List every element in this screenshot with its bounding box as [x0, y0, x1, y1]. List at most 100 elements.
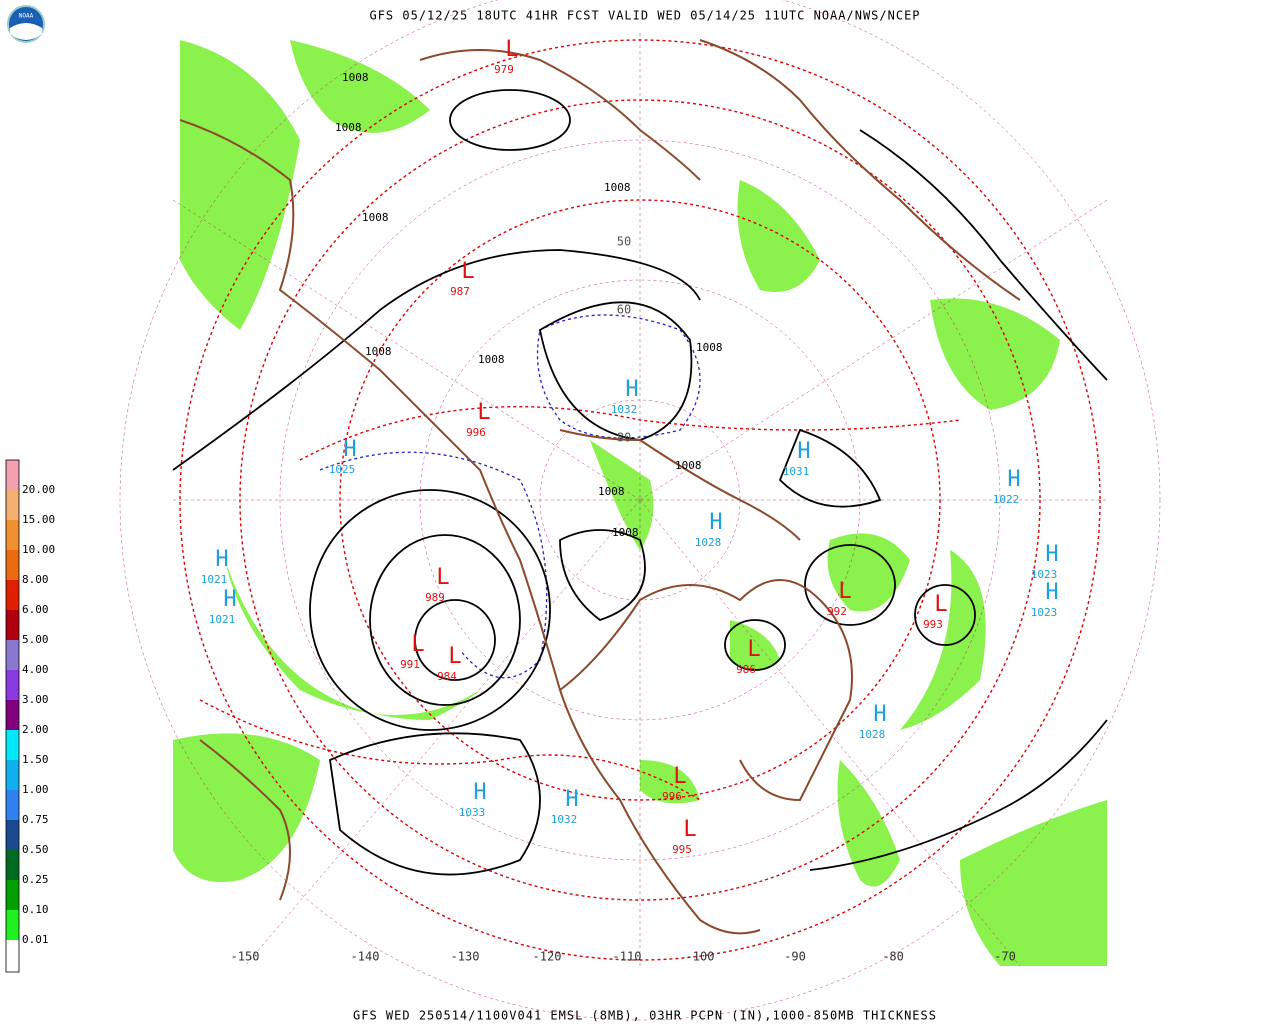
legend-label: 20.00	[22, 483, 55, 496]
isobar-label: 1008	[342, 71, 369, 84]
longitude-label: -110	[613, 950, 642, 964]
legend-swatch	[6, 730, 19, 760]
legend-swatch	[6, 550, 19, 580]
legend-label: 2.00	[22, 723, 49, 736]
precip-legend: 20.00 15.00 10.00 8.00 6.00 5.00 4.00 3.00 2.00 1…	[5, 459, 55, 973]
longitude-label: -100	[686, 950, 715, 964]
center-symbol: H	[709, 510, 722, 535]
center-symbol: L	[505, 37, 518, 62]
isobar-labels: 1008 1008 1008 1008 1008 1008 1008 1008 1008 1008	[335, 71, 723, 539]
legend-label: 1.00	[22, 783, 49, 796]
center-symbol: H	[797, 439, 810, 464]
latitude-labels: 50 60 80	[617, 235, 631, 445]
center-symbol: L	[411, 632, 424, 657]
center-value: 979	[494, 63, 514, 76]
isobar-label: 1008	[362, 211, 389, 224]
center-value: 1028	[859, 728, 886, 741]
center-symbol: L	[461, 259, 474, 284]
center-value: 992	[827, 605, 847, 618]
center-value: 1031	[783, 465, 810, 478]
logo-text: NOAA	[19, 13, 34, 20]
legend-swatch	[6, 580, 19, 610]
legend-swatch	[6, 460, 19, 490]
footer-caption: GFS WED 250514/1100V041 EMSL (8MB), 03HR…	[353, 1009, 937, 1023]
center-value: 996	[466, 426, 486, 439]
center-value: 986	[736, 663, 756, 676]
legend-label: 4.00	[22, 663, 49, 676]
center-symbol: L	[838, 579, 851, 604]
cold-thickness-contours	[319, 314, 701, 679]
center-value: 1023	[1031, 568, 1058, 581]
longitude-label: -70	[994, 950, 1016, 964]
legend-label: 3.00	[22, 693, 49, 706]
legend-swatch	[6, 760, 19, 790]
map: H1025H1021H1021H1022H1023H1023H1028H1031…	[119, 0, 1161, 1021]
latitude-label: 60	[617, 303, 631, 317]
center-value: 987	[450, 285, 470, 298]
center-value: 1025	[329, 463, 356, 476]
center-symbol: L	[477, 400, 490, 425]
legend-swatch	[6, 670, 19, 700]
center-symbol: H	[1007, 467, 1020, 492]
center-symbol: L	[683, 817, 696, 842]
legend-label: 6.00	[22, 603, 49, 616]
legend-label: 0.25	[22, 873, 49, 886]
center-symbol: H	[565, 787, 578, 812]
center-symbol: H	[473, 780, 486, 805]
legend-swatch	[6, 940, 19, 972]
legend-swatch	[6, 610, 19, 640]
thickness-contours	[179, 39, 1101, 961]
center-value: 996	[662, 790, 682, 803]
legend-swatch	[6, 910, 19, 940]
center-value: 995	[672, 843, 692, 856]
center-symbol: H	[1045, 580, 1058, 605]
longitude-label: -90	[784, 950, 806, 964]
legend-label: 0.50	[22, 843, 49, 856]
latitude-label: 80	[617, 431, 631, 445]
longitude-label: -150	[231, 950, 260, 964]
legend-swatch	[6, 490, 19, 520]
legend-swatch	[6, 700, 19, 730]
center-value: 984	[437, 670, 457, 683]
isobars	[172, 89, 1108, 876]
isobar-label: 1008	[478, 353, 505, 366]
center-symbol: L	[448, 644, 461, 669]
legend-swatch	[6, 820, 19, 850]
legend-label: 15.00	[22, 513, 55, 526]
legend-swatch	[6, 850, 19, 880]
legend-swatch	[6, 520, 19, 550]
legend-frame	[5, 459, 20, 973]
center-value: 991	[400, 658, 420, 671]
legend-label: 5.00	[22, 633, 49, 646]
longitude-label: -130	[451, 950, 480, 964]
legend-label: 0.75	[22, 813, 49, 826]
center-value: 1023	[1031, 606, 1058, 619]
isobar-label: 1008	[335, 121, 362, 134]
longitude-labels: -150 -140 -130 -120 -110 -100 -90 -80 -70	[231, 950, 1016, 964]
center-symbol: H	[215, 547, 228, 572]
legend-swatch	[6, 790, 19, 820]
center-symbol: H	[1045, 542, 1058, 567]
center-symbol: L	[934, 592, 947, 617]
legend-label: 10.00	[22, 543, 55, 556]
center-value: 989	[425, 591, 445, 604]
center-value: 1021	[201, 573, 228, 586]
legend-label: 0.10	[22, 903, 49, 916]
isobar-label: 1008	[604, 181, 631, 194]
legend-label: 8.00	[22, 573, 49, 586]
isobar-label: 1008	[675, 459, 702, 472]
coastlines	[179, 39, 1021, 935]
isobar-label: 1008	[365, 345, 392, 358]
center-symbol: H	[625, 377, 638, 402]
legend-label: 1.50	[22, 753, 49, 766]
center-value: 1021	[209, 613, 236, 626]
longitude-label: -80	[882, 950, 904, 964]
center-symbol: L	[436, 565, 449, 590]
center-symbol: L	[673, 764, 686, 789]
pressure-centers: H1025H1021H1021H1022H1023H1023H1028H1031…	[201, 37, 1059, 856]
longitude-label: -120	[533, 950, 562, 964]
logo-wave	[10, 23, 42, 40]
longitude-label: -140	[351, 950, 380, 964]
